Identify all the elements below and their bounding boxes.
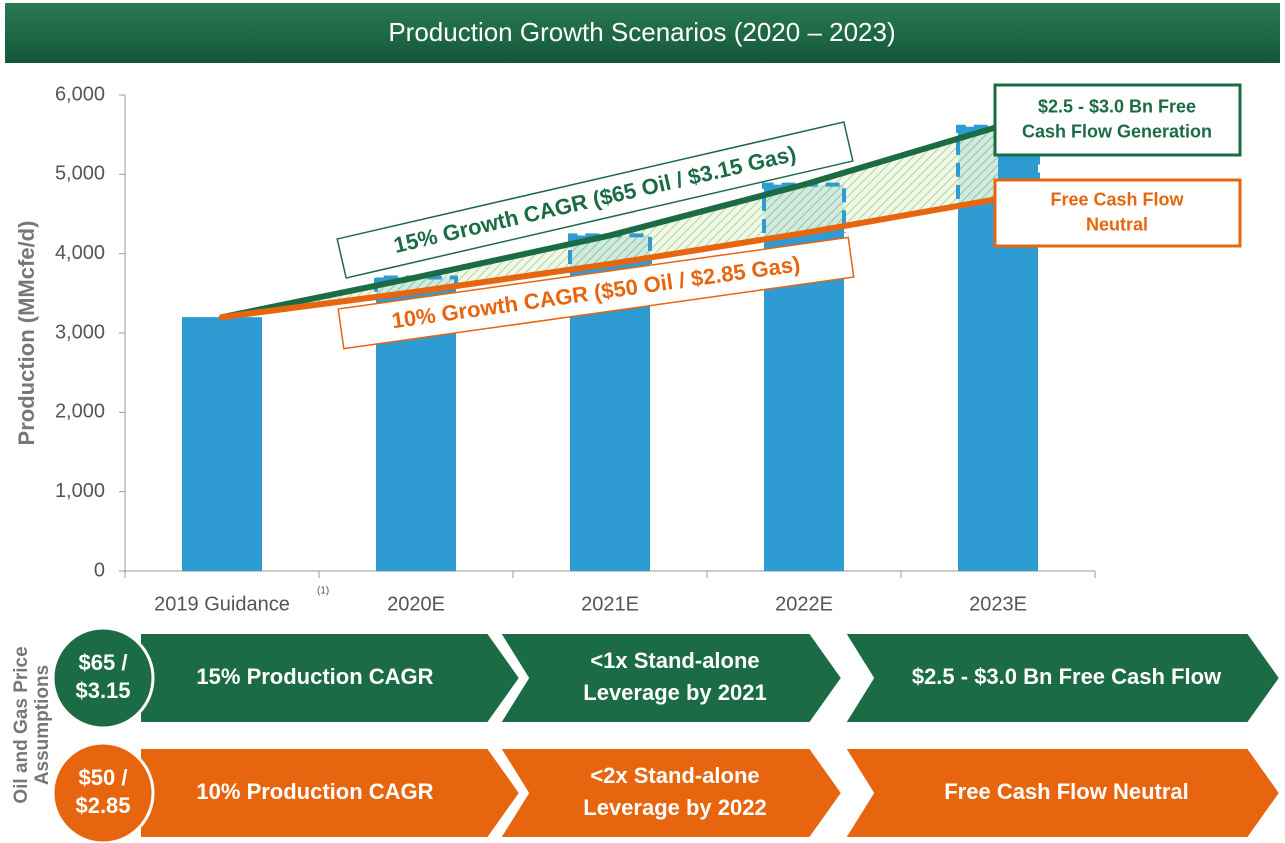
step-text: 10% Production CAGR	[196, 779, 433, 804]
callout-text: Cash Flow Generation	[1022, 121, 1212, 141]
price-circle	[51, 626, 155, 730]
step-chevron	[843, 747, 1282, 839]
callout-box	[993, 178, 1242, 248]
callout-text: Free Cash Flow	[1050, 189, 1184, 209]
step-text: <2x Stand-alone	[590, 763, 759, 788]
y-axis-label: Production (MMcfe/d)	[14, 221, 39, 446]
footnote-mark: (1)	[317, 586, 329, 597]
step-chevron	[498, 747, 844, 839]
x-tick-label: 2020E	[387, 593, 445, 615]
y-tick-label: 2,000	[55, 401, 105, 423]
price-circle	[51, 741, 155, 843]
chart-title: Production Growth Scenarios (2020 – 2023…	[388, 17, 895, 47]
x-tick-label: 2021E	[581, 593, 639, 615]
annotation-box	[336, 121, 854, 279]
x-tick-label: 2023E	[969, 593, 1027, 615]
price-text: $3.15	[75, 678, 130, 703]
step-text: <1x Stand-alone	[590, 648, 759, 673]
step-text: $2.5 - $3.0 Bn Free Cash Flow	[912, 664, 1222, 689]
y-tick-label: 4,000	[55, 242, 105, 264]
callout-text: Neutral	[1086, 214, 1148, 234]
callout-text: $2.5 - $3.0 Bn Free	[1038, 96, 1196, 116]
y-tick-label: 1,000	[55, 480, 105, 502]
y-tick-label: 3,000	[55, 321, 105, 343]
bar	[182, 317, 262, 571]
price-text: $65 /	[79, 650, 128, 675]
assumptions-label: Oil and Gas Price	[11, 646, 32, 803]
step-text: Free Cash Flow Neutral	[944, 779, 1189, 804]
annotation-box	[337, 236, 855, 350]
title-banner	[5, 3, 1280, 63]
step-chevron	[498, 632, 844, 724]
step-chevron	[843, 632, 1282, 724]
y-tick-label: 0	[94, 559, 105, 581]
step-text: Leverage by 2022	[583, 795, 766, 820]
y-tick-label: 6,000	[55, 83, 105, 105]
scenario-line	[219, 123, 1001, 321]
x-tick-label: 2019 Guidance	[154, 593, 290, 615]
scenario-line	[219, 195, 1001, 321]
step-text: Leverage by 2021	[583, 680, 766, 705]
assumptions-label: Assumptions	[32, 665, 53, 785]
step-text: 15% Production CAGR	[196, 664, 433, 689]
x-tick-label: 2022E	[775, 593, 833, 615]
price-text: $2.85	[75, 793, 130, 818]
price-text: $50 /	[79, 765, 128, 790]
y-tick-label: 5,000	[55, 163, 105, 185]
callout-box	[993, 83, 1242, 157]
